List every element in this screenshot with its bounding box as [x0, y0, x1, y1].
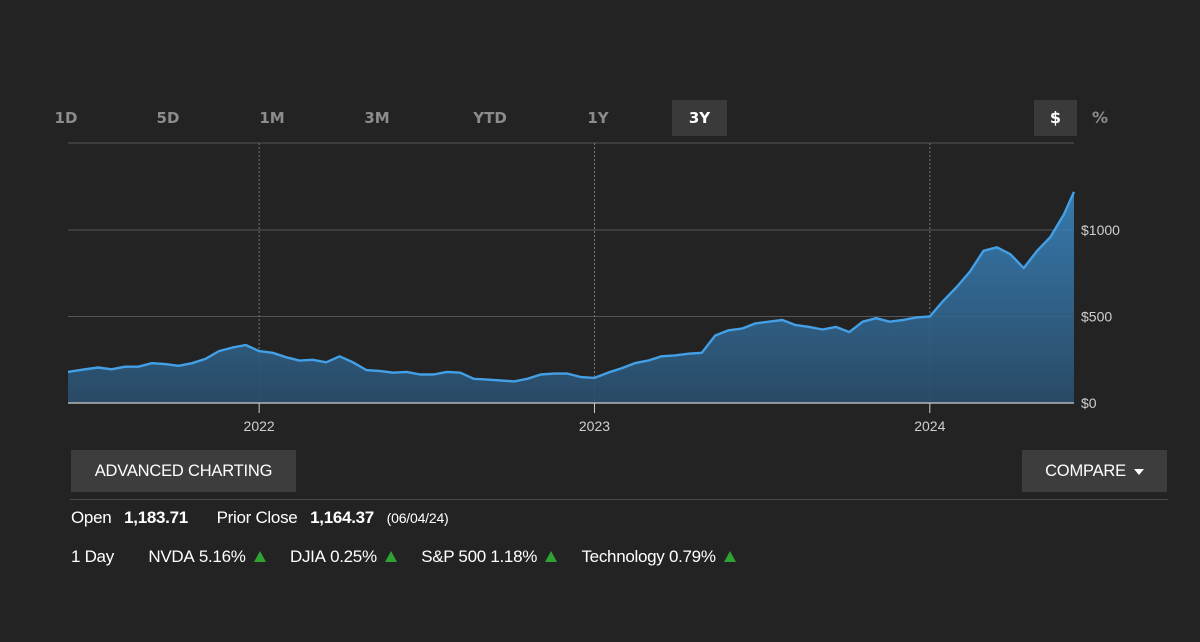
- open-label: Open: [71, 508, 112, 527]
- up-arrow-icon: [723, 551, 736, 562]
- compare-button[interactable]: COMPARE: [1022, 450, 1167, 492]
- range-tab-1m[interactable]: 1M: [259, 109, 285, 127]
- perf-item-sp500[interactable]: S&P 500 1.18%: [421, 547, 558, 567]
- perf-change: 1.18%: [490, 547, 538, 566]
- range-tab-1y[interactable]: 1Y: [587, 109, 609, 127]
- range-tab-3m[interactable]: 3M: [364, 109, 390, 127]
- y-tick-label: $0: [1081, 395, 1097, 411]
- price-area: [68, 191, 1074, 403]
- perf-item-nvda[interactable]: NVDA 5.16%: [148, 547, 266, 567]
- prior-close-label: Prior Close: [216, 508, 298, 527]
- perf-name: NVDA: [148, 547, 195, 566]
- x-tick-label: 2022: [244, 418, 275, 434]
- perf-change: 5.16%: [198, 547, 246, 566]
- period-label: 1 Day: [71, 547, 114, 566]
- x-tick-label: 2024: [914, 418, 945, 434]
- open-value: 1,183.71: [124, 508, 188, 527]
- performance-row: 1 Day NVDA 5.16% DJIA 0.25% S&P 500 1.18…: [71, 547, 756, 571]
- quote-summary: Open 1,183.71 Prior Close 1,164.37 (06/0…: [71, 508, 449, 532]
- compare-label: COMPARE: [1045, 462, 1126, 480]
- price-line: [67, 191, 1076, 383]
- perf-item-technology[interactable]: Technology 0.79%: [581, 547, 736, 567]
- y-tick-label: $1000: [1081, 222, 1120, 238]
- prior-close-date: (06/04/24): [386, 510, 449, 526]
- up-arrow-icon: [545, 551, 558, 562]
- up-arrow-icon: [253, 551, 266, 562]
- price-chart: $1000 $500 $0 2022 2023 2024: [67, 142, 1120, 434]
- up-arrow-icon: [384, 551, 397, 562]
- percent-toggle[interactable]: %: [1091, 108, 1109, 127]
- advanced-charting-button[interactable]: ADVANCED CHARTING: [71, 450, 296, 492]
- advanced-charting-label: ADVANCED CHARTING: [94, 462, 273, 480]
- perf-change: 0.79%: [668, 547, 716, 566]
- perf-name: DJIA: [289, 547, 326, 566]
- perf-item-djia[interactable]: DJIA 0.25%: [290, 547, 397, 567]
- range-tab-5d[interactable]: 5D: [156, 109, 180, 127]
- range-tab-1d[interactable]: 1D: [54, 109, 78, 127]
- caret-down-icon: [1133, 468, 1144, 475]
- prior-close-value: 1,164.37: [310, 508, 374, 527]
- y-tick-label: $500: [1081, 309, 1112, 325]
- perf-name: S&P 500: [421, 547, 486, 566]
- perf-name: Technology: [581, 547, 665, 566]
- x-tick-label: 2023: [579, 418, 610, 434]
- perf-change: 0.25%: [330, 547, 377, 566]
- divider: [70, 499, 1168, 500]
- range-tab-3y[interactable]: 3Y: [672, 100, 727, 136]
- dollar-toggle[interactable]: $: [1034, 100, 1077, 136]
- range-selector: 1D 5D 1M 3M YTD 1Y 3Y $ %: [0, 100, 1200, 136]
- range-tab-ytd[interactable]: YTD: [473, 109, 507, 127]
